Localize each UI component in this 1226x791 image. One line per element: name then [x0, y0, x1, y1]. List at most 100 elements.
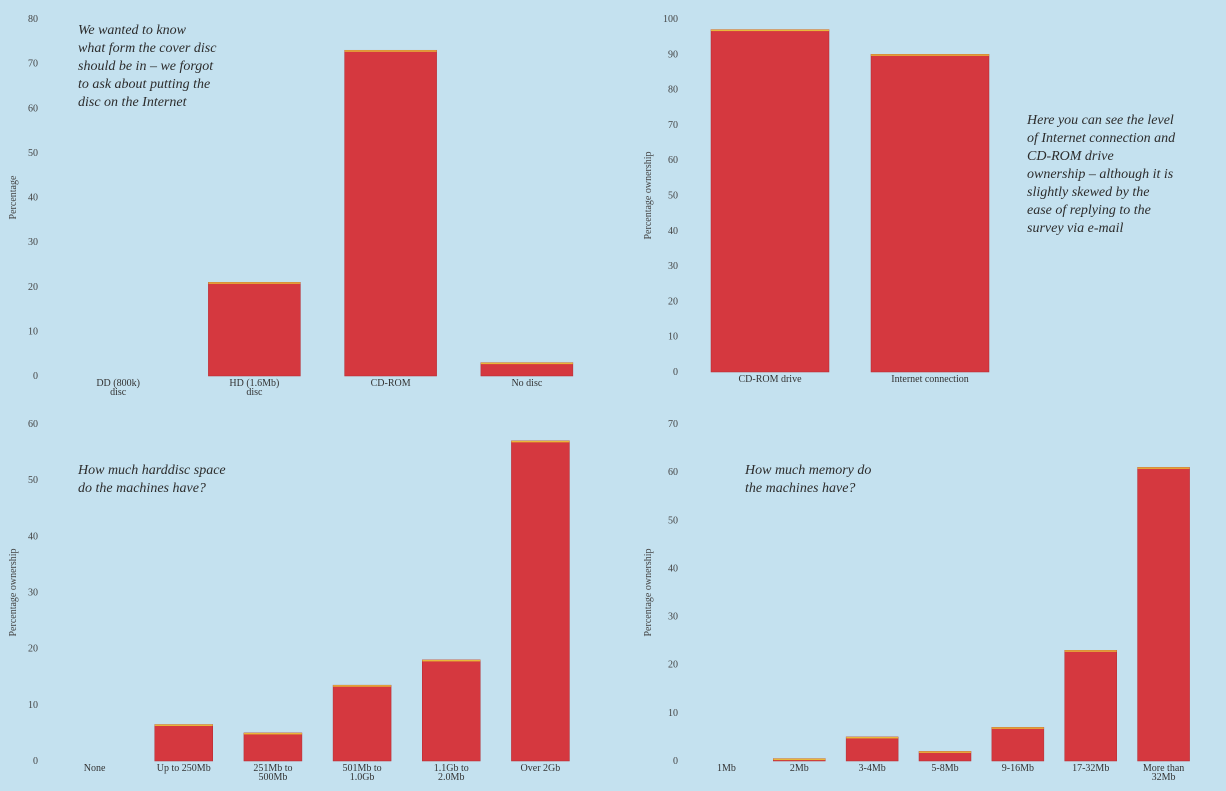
bar-top-edge	[480, 362, 573, 365]
annotation-line: We wanted to know	[78, 23, 186, 38]
category-label: HD (1.6Mb) disc	[229, 378, 279, 398]
annotation-line: How much memory do	[745, 463, 872, 478]
category-label: No disc	[511, 378, 542, 389]
annotation-line: of Internet connection and	[1027, 131, 1176, 146]
y-tick-label: 70	[28, 59, 38, 70]
bar-top-edge	[711, 29, 829, 32]
annotation-line: CD-ROM drive	[1027, 149, 1114, 164]
annotation-line: ownership – although it is	[1027, 167, 1174, 182]
y-tick-label: 60	[28, 103, 38, 114]
bar-top-edge	[243, 732, 302, 735]
y-tick-label: 20	[668, 296, 678, 307]
y-tick-label: 40	[668, 226, 678, 237]
y-tick-label: 80	[668, 85, 678, 96]
bar	[511, 440, 570, 762]
bar-top-edge	[154, 724, 213, 726]
y-axis-label: Percentage ownership	[643, 151, 654, 239]
category-label: 5-8Mb	[931, 763, 958, 774]
bar	[991, 727, 1045, 762]
category-label: None	[84, 763, 106, 774]
category-label: DD (800k) disc	[96, 378, 140, 398]
bar	[243, 732, 303, 762]
y-tick-label: 100	[663, 14, 678, 25]
y-tick-label: 60	[668, 155, 678, 166]
bar-top-edge	[846, 736, 899, 739]
annotation-harddisc: How much harddisc space do the machines h…	[78, 462, 338, 498]
annotation-line: to ask about putting the	[78, 77, 211, 92]
bar-top-edge	[208, 282, 301, 284]
y-tick-label: 50	[28, 475, 38, 486]
category-label: CD-ROM drive	[738, 374, 802, 385]
y-tick-label: 50	[668, 515, 678, 526]
bar	[845, 736, 899, 762]
category-label: 1.1Gb to 2.0Mb	[434, 763, 469, 783]
y-axis-label: Percentage	[8, 175, 19, 219]
y-tick-label: 20	[28, 644, 38, 655]
annotation-line: what form the cover disc	[78, 41, 217, 56]
y-tick-label: 50	[28, 148, 38, 159]
annotation-line: disc on the Internet	[78, 95, 187, 110]
category-label: 501Mb to 1.0Gb	[342, 763, 381, 783]
y-tick-label: 30	[28, 237, 38, 248]
annotation-line: survey via e-mail	[1027, 221, 1124, 236]
y-tick-label: 70	[668, 419, 678, 430]
bar-top-edge	[333, 685, 392, 687]
y-tick-label: 40	[28, 193, 38, 204]
y-tick-label: 10	[28, 700, 38, 711]
y-tick-label: 90	[668, 49, 678, 60]
category-label: CD-ROM	[371, 378, 411, 389]
annotation-line: How much harddisc space	[78, 463, 226, 478]
bar-top-edge	[511, 440, 570, 443]
y-tick-label: 0	[673, 756, 678, 767]
y-tick-label: 10	[668, 708, 678, 719]
bar-top-edge	[919, 751, 971, 753]
y-tick-label: 0	[33, 756, 38, 767]
bar-top-edge	[1137, 467, 1190, 469]
annotation-disc-format: We wanted to know what form the cover dis…	[78, 22, 338, 112]
bar-top-edge	[871, 54, 989, 56]
y-tick-label: 30	[28, 588, 38, 599]
category-label: 3-4Mb	[859, 763, 886, 774]
y-tick-label: 30	[668, 261, 678, 272]
y-tick-label: 0	[673, 367, 678, 378]
bar	[1137, 467, 1190, 762]
annotation-line: do the machines have?	[78, 481, 206, 496]
bar	[208, 282, 301, 377]
y-tick-label: 40	[28, 531, 38, 542]
y-tick-label: 30	[668, 612, 678, 623]
annotation-line: should be in – we forgot	[78, 59, 214, 74]
bar	[870, 54, 990, 373]
bar	[710, 29, 830, 373]
bar	[422, 659, 481, 762]
category-label: 9-16Mb	[1002, 763, 1034, 774]
bar-top-edge	[422, 659, 481, 662]
category-label: More than 32Mb	[1143, 763, 1184, 783]
category-label: Up to 250Mb	[157, 763, 211, 774]
bar-top-edge	[773, 758, 826, 761]
annotation-line: ease of replying to the	[1027, 203, 1151, 218]
y-tick-label: 40	[668, 563, 678, 574]
y-tick-label: 20	[28, 282, 38, 293]
y-tick-label: 60	[28, 419, 38, 430]
annotation-internet-cdrom: Here you can see the level of Internet co…	[1027, 112, 1226, 238]
bar-top-edge	[991, 727, 1044, 729]
annotation-line: slightly skewed by the	[1027, 185, 1150, 200]
annotation-line: Here you can see the level	[1027, 113, 1174, 128]
category-label: 251Mb to 500Mb	[253, 763, 292, 783]
category-label: Internet connection	[891, 374, 968, 385]
bar-top-edge	[344, 50, 437, 52]
category-label: 1Mb	[717, 763, 736, 774]
bar	[1064, 650, 1117, 762]
bar	[332, 684, 392, 762]
y-axis-label: Percentage ownership	[643, 548, 654, 636]
bar	[480, 362, 574, 377]
y-tick-label: 50	[668, 191, 678, 202]
y-tick-label: 0	[33, 371, 38, 382]
annotation-memory: How much memory do the machines have?	[745, 462, 1005, 498]
y-tick-label: 10	[668, 332, 678, 343]
bar	[344, 49, 437, 377]
y-tick-label: 20	[668, 660, 678, 671]
y-tick-label: 70	[668, 120, 678, 131]
category-label: Over 2Gb	[521, 763, 561, 774]
